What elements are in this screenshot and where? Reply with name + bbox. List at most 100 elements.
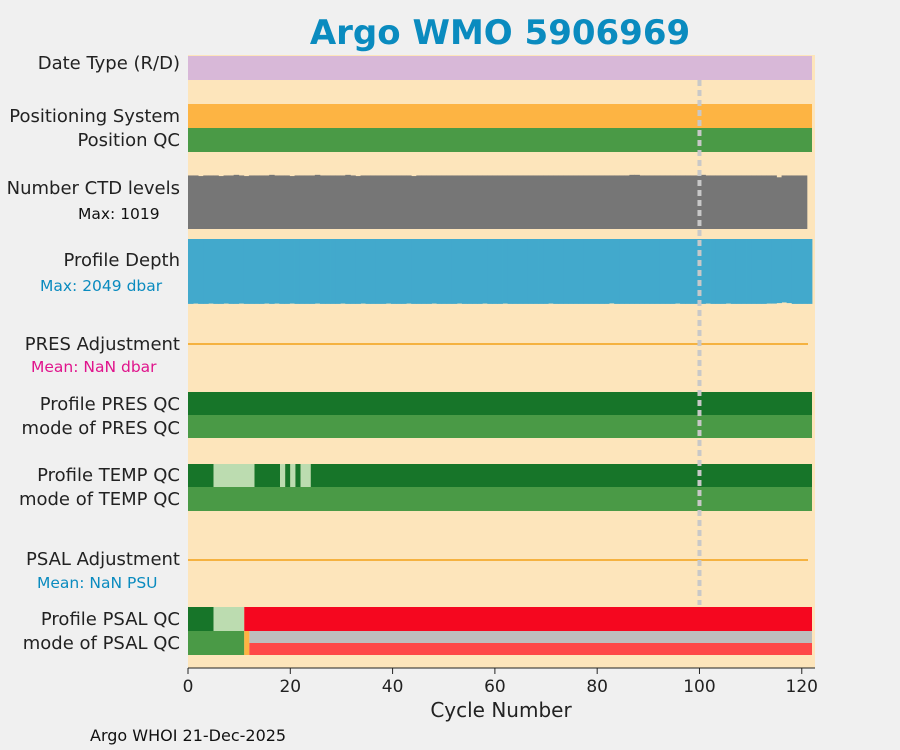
ctd-level-bar [188,175,194,229]
profile-depth-bar [248,239,255,304]
profile-depth-bar [279,239,285,304]
profile-depth-bar [284,239,290,304]
ctd-level-bar [512,175,519,229]
ctd-level-bar [532,175,539,229]
ctd-level-bar [340,175,346,229]
ctd-level-bar [233,174,240,229]
profile-depth-bar [477,239,483,304]
ctd-level-bar [578,175,585,229]
mode-psal-qc-segment-2-upper [249,631,812,643]
profile-depth-bar [654,239,661,304]
ctd-level-bar [659,175,666,229]
ctd-level-bar [740,175,747,229]
ctd-level-bar [568,175,574,229]
profile-temp-qc-segment-4 [285,464,291,487]
ctd-level-bar [350,175,356,229]
ctd-level-bar [477,175,483,229]
profile-depth-bar [208,239,214,304]
profile-depth-bar [664,239,671,304]
x-tick-label: 60 [484,677,506,697]
ctd-level-bar [416,175,422,229]
ctd-level-bar [269,174,275,229]
ctd-level-bar [487,175,493,229]
profile-depth-bar [319,239,326,304]
depth-max-label: Max: 2049 dbar [40,277,163,295]
profile-depth-bar [426,239,432,304]
ctd-level-bar [411,176,417,229]
profile-depth-bar [735,239,742,304]
profile-depth-bar [740,239,747,304]
profile-depth-bar [335,239,341,304]
ctd-level-bar [198,176,204,229]
ctd-level-bar [502,175,509,229]
psal-adjustment-label: PSAL Adjustment [26,549,180,570]
profile-depth-bar [715,239,722,304]
profile-depth-bar [253,239,260,304]
profile-depth-bar [467,239,473,304]
ctd-level-bar [472,175,478,229]
ctd-level-bar [725,175,732,229]
ctd-level-bar [294,175,301,229]
ctd-level-bar [279,175,285,229]
ctd-level-bar [259,175,265,229]
profile-depth-bar [659,239,666,304]
profile-depth-bar [304,239,311,304]
profile-depth-bar [583,239,590,304]
profile-depth-bar [193,239,199,304]
profile-depth-bar [629,239,635,304]
ctd-level-bar [497,175,503,229]
ctd-level-bar [208,175,214,229]
ctd-level-bar [461,175,468,229]
ctd-level-bar [776,177,782,229]
profile-depth-bar [502,239,509,304]
ctd-level-bar [238,175,245,229]
profile-depth-bar [203,239,209,304]
profile-depth-bar [619,239,625,304]
mode-psal-qc-segment-2-lower [249,643,812,655]
ctd-level-bar [700,174,706,229]
ctd-level-bar [522,175,529,229]
ctd-level-bar [730,175,737,229]
profile-depth-bar [553,239,559,304]
ctd-level-bar [654,175,661,229]
ctd-level-bar [228,175,235,229]
ctd-level-bar [619,175,625,229]
profile-depth-bar [340,239,346,304]
profile-depth-bar [233,239,240,304]
ctd-level-bar [243,176,250,229]
profile-depth-bar [274,239,280,304]
ctd-level-bar [771,175,777,229]
profile-depth-bar [416,239,422,304]
ctd-level-bar [264,175,270,229]
profile-depth-bar [390,239,397,304]
ctd-level-bar [421,175,427,229]
ctd-level-bar [426,175,432,229]
profile-depth-bar [330,239,336,304]
profile-depth-bar [299,239,306,304]
profile-psal-qc-label: Profile PSAL QC [41,609,180,630]
positioning-system-label: Positioning System [9,106,180,127]
profile-depth-bar [730,239,737,304]
profile-depth-bar [507,239,514,304]
profile-temp-qc-segment-5 [290,464,296,487]
ctd-level-bar [720,175,727,229]
ctd-level-bar [284,175,290,229]
profile-depth-bar [482,239,488,304]
ctd-level-bar [593,175,600,229]
profile-depth-bar [269,239,275,304]
ctd-level-bar [543,175,549,229]
profile-depth-bar [578,239,585,304]
profile-depth-bar [497,239,503,304]
profile-depth-bar [264,239,270,304]
ctd-level-bar [517,175,524,229]
ctd-level-bar [614,175,620,229]
ctd-level-bar [401,175,407,229]
mode-temp-qc-label: mode of TEMP QC [19,489,180,510]
ctd-level-bar [538,175,544,229]
ctd-level-bar [492,175,498,229]
profile-depth-bar [487,239,493,304]
profile-depth-bar [751,239,757,304]
profile-depth-bar [563,239,569,304]
profile-depth-bar [639,239,645,304]
profile-depth-bar [522,239,529,304]
